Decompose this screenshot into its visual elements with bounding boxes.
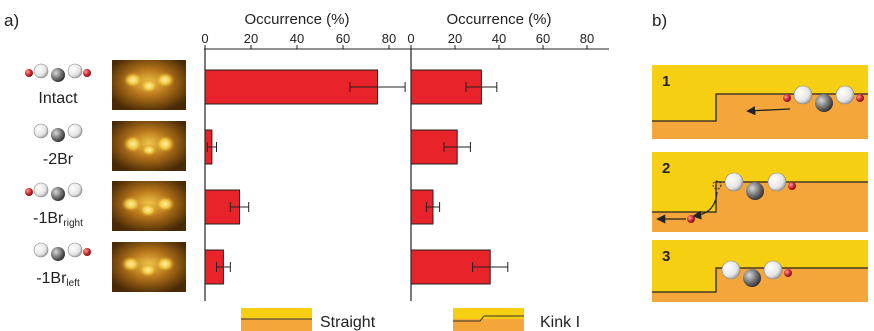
schematic-step-1: 1 bbox=[652, 65, 868, 139]
step-3-label: 3 bbox=[662, 248, 670, 265]
x-tick-label-straight: 40 bbox=[290, 31, 304, 46]
x-tick-label-kink: 20 bbox=[448, 31, 462, 46]
row-label-1br-left: -1Brleft bbox=[36, 270, 80, 289]
x-tick-label-kink: 80 bbox=[580, 31, 594, 46]
step-2-label: 2 bbox=[662, 160, 670, 177]
stm-image-2br bbox=[112, 121, 186, 171]
x-axis-title-kink: Occurrence (%) bbox=[446, 11, 551, 28]
panel-b-label: b) bbox=[652, 11, 667, 30]
chart-kink: Occurrence (%) 0 20 40 60 80 bbox=[407, 11, 609, 301]
panel-a-label: a) bbox=[4, 11, 19, 30]
row-label-1br-right: -1Brright bbox=[33, 210, 83, 229]
chart-straight: Occurrence (%) 0 20 40 60 80 bbox=[201, 11, 412, 301]
row-label-intact: Intact bbox=[38, 90, 78, 107]
x-tick-label-straight: 20 bbox=[244, 31, 258, 46]
stm-image-1br-left bbox=[112, 242, 186, 292]
schematic-step-2: 2 bbox=[652, 152, 868, 232]
x-axis-title-straight: Occurrence (%) bbox=[244, 11, 349, 28]
schematic-step-3: 3 bbox=[652, 240, 868, 302]
molecule-2br-icon bbox=[33, 123, 83, 142]
step-1-label: 1 bbox=[662, 73, 670, 90]
x-tick-label-kink: 60 bbox=[536, 31, 550, 46]
molecule-intact-icon bbox=[25, 63, 91, 82]
x-tick-label-straight: 60 bbox=[336, 31, 350, 46]
legend-straight-label: Straight bbox=[320, 314, 376, 331]
legend-straight: Straight bbox=[241, 308, 376, 331]
molecule-1br-left-icon bbox=[33, 242, 91, 261]
stm-image-intact bbox=[112, 60, 186, 110]
bar-straight-1 bbox=[204, 69, 378, 105]
row-label-2br: -2Br bbox=[43, 151, 74, 168]
x-tick-label-straight: 0 bbox=[201, 31, 208, 46]
molecule-1br-right-icon bbox=[25, 182, 83, 201]
x-tick-label-straight: 80 bbox=[382, 31, 396, 46]
legend-kink-label: Kink I bbox=[540, 314, 580, 331]
x-tick-label-kink: 0 bbox=[407, 31, 414, 46]
stm-image-1br-right bbox=[112, 181, 186, 231]
x-tick-label-kink: 40 bbox=[492, 31, 506, 46]
legend-kink: Kink I bbox=[453, 308, 580, 331]
